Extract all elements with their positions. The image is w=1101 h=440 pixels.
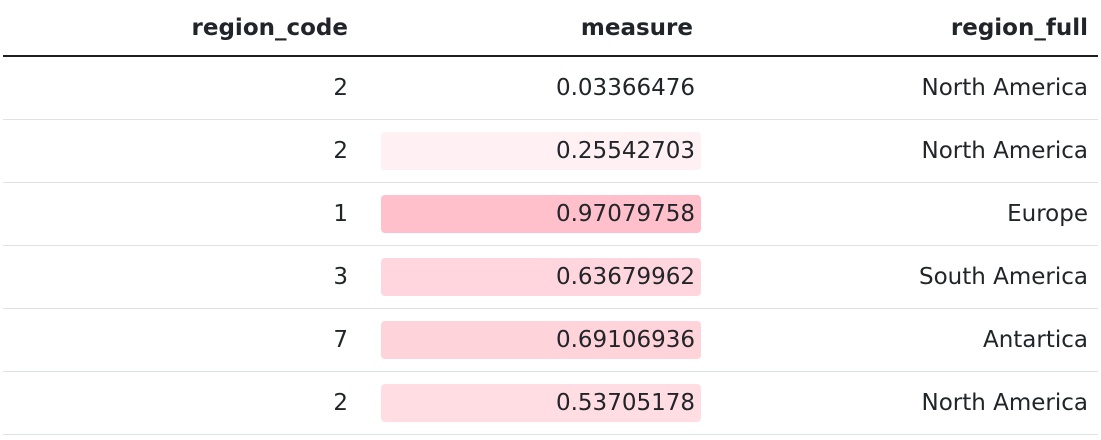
- column-header-measure[interactable]: measure: [358, 0, 701, 57]
- cell-measure: 0.03366476: [358, 56, 701, 120]
- cell-region-full: Antartica: [701, 308, 1098, 372]
- table-header: region_code measure region_full: [3, 0, 1098, 57]
- measure-value: 0.03366476: [555, 75, 695, 101]
- measure-bar: [381, 258, 701, 296]
- measure-bar-wrap: 0.03366476: [381, 69, 701, 107]
- measure-bar-wrap: 0.69106936: [381, 321, 701, 359]
- measure-value: 0.63679962: [555, 264, 695, 290]
- cell-measure: 0.97079758: [358, 182, 701, 246]
- measure-bar-wrap: 0.63679962: [381, 258, 701, 296]
- cell-region-full: Europe: [701, 182, 1098, 246]
- cell-region-code: 3: [3, 245, 358, 309]
- cell-region-code: 2: [3, 119, 358, 183]
- cell-region-code: 7: [3, 308, 358, 372]
- cell-measure: 0.69106936: [358, 308, 701, 372]
- column-header-region-code[interactable]: region_code: [3, 0, 358, 57]
- measure-value: 0.69106936: [555, 327, 695, 353]
- cell-region-full: North America: [701, 119, 1098, 183]
- measure-value: 0.53705178: [555, 390, 695, 416]
- table-row: 1 0.97079758 Europe: [3, 182, 1098, 246]
- measure-bar: [381, 195, 701, 233]
- header-row: region_code measure region_full: [3, 0, 1098, 57]
- measure-bar-wrap: 0.97079758: [381, 195, 701, 233]
- measure-bar: [381, 132, 701, 170]
- table-row: 2 0.03366476 North America: [3, 56, 1098, 120]
- cell-measure: 0.53705178: [358, 371, 701, 435]
- cell-region-full: South America: [701, 245, 1098, 309]
- table-body: 2 0.03366476 North America 2 0.25542703 …: [3, 56, 1098, 435]
- column-header-region-full[interactable]: region_full: [701, 0, 1098, 57]
- cell-measure: 0.25542703: [358, 119, 701, 183]
- cell-region-code: 2: [3, 371, 358, 435]
- table-row: 3 0.63679962 South America: [3, 245, 1098, 309]
- measure-bar-wrap: 0.53705178: [381, 384, 701, 422]
- measure-value: 0.97079758: [555, 201, 695, 227]
- data-table: region_code measure region_full 2 0.0336…: [3, 0, 1098, 435]
- cell-region-full: North America: [701, 371, 1098, 435]
- table-row: 2 0.25542703 North America: [3, 119, 1098, 183]
- cell-measure: 0.63679962: [358, 245, 701, 309]
- measure-bar-wrap: 0.25542703: [381, 132, 701, 170]
- cell-region-code: 1: [3, 182, 358, 246]
- measure-bar: [381, 384, 701, 422]
- measure-bar: [381, 321, 701, 359]
- cell-region-full: North America: [701, 56, 1098, 120]
- table-row: 2 0.53705178 North America: [3, 371, 1098, 435]
- measure-value: 0.25542703: [555, 138, 695, 164]
- cell-region-code: 2: [3, 56, 358, 120]
- table-row: 7 0.69106936 Antartica: [3, 308, 1098, 372]
